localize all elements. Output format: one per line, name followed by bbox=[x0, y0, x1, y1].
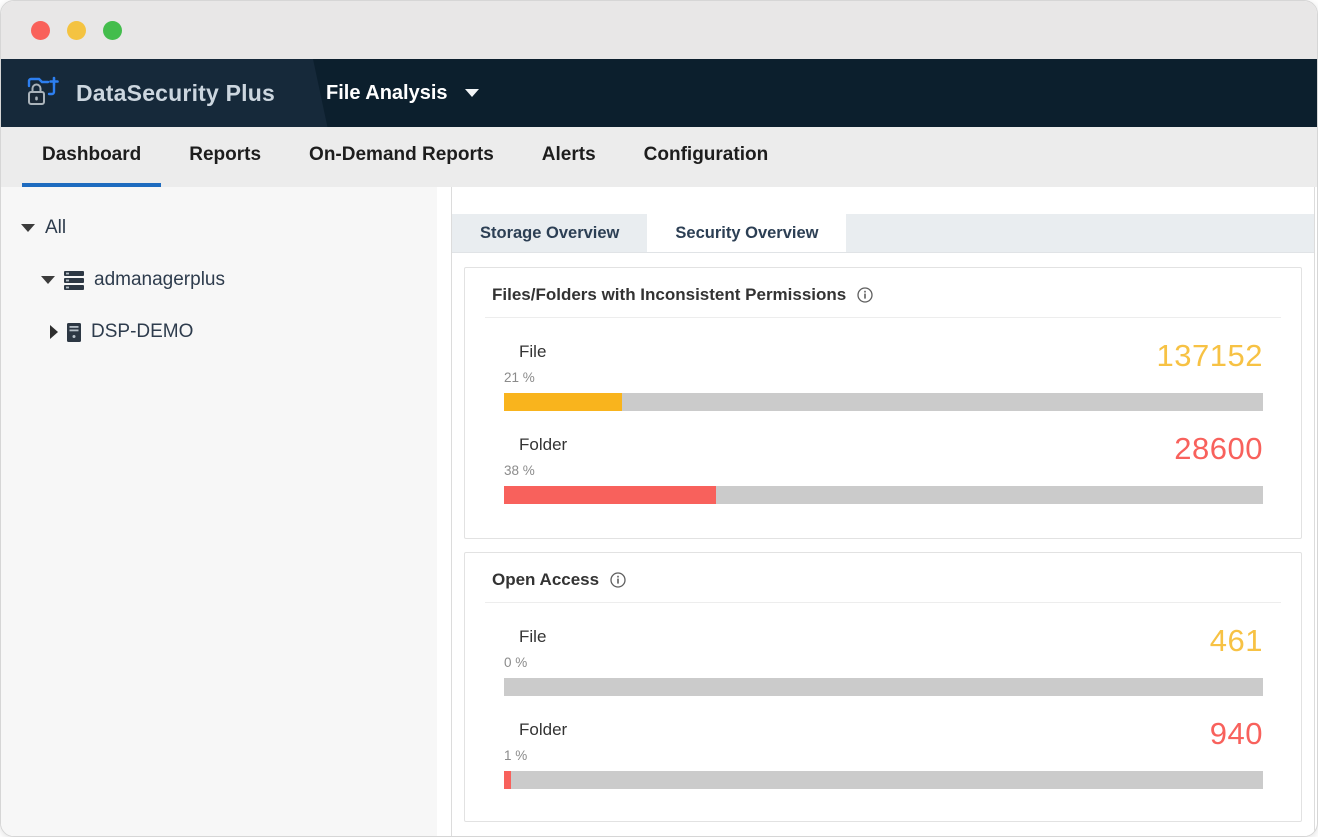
metric-label: Folder bbox=[519, 435, 568, 454]
content-area: All admanagerplus bbox=[1, 187, 1317, 836]
tree-item-label: admanagerplus bbox=[94, 269, 225, 290]
tree-item-dsp-demo[interactable]: DSP-DEMO bbox=[1, 321, 437, 343]
info-icon[interactable] bbox=[857, 287, 873, 303]
progress-bar-track bbox=[504, 393, 1263, 411]
info-icon[interactable] bbox=[610, 572, 626, 588]
card-open-access: Open Access bbox=[464, 552, 1302, 822]
progress-bar-fill bbox=[504, 393, 622, 411]
divider bbox=[485, 317, 1281, 318]
metric-row-file: File 0 % 461 bbox=[504, 603, 1263, 696]
metric-value: 461 bbox=[1209, 623, 1263, 658]
folder-lock-plus-icon bbox=[23, 72, 63, 115]
metric-label: Folder bbox=[519, 720, 568, 739]
metric-percent: 1 % bbox=[504, 748, 528, 763]
card-title: Files/Folders with Inconsistent Permissi… bbox=[492, 285, 847, 304]
card-inconsistent-permissions: Files/Folders with Inconsistent Permissi… bbox=[464, 267, 1302, 539]
nav-item-alerts[interactable]: Alerts bbox=[541, 144, 596, 165]
tree-item-admanagerplus[interactable]: admanagerplus bbox=[1, 269, 437, 291]
close-window-button[interactable] bbox=[31, 20, 50, 40]
metric-row-folder: Folder 38 % 28600 bbox=[504, 411, 1263, 504]
nav-item-dashboard[interactable]: Dashboard bbox=[22, 127, 162, 187]
window-titlebar bbox=[1, 1, 1317, 59]
metric-row-folder: Folder 1 % 940 bbox=[504, 696, 1263, 789]
tree-item-all[interactable]: All bbox=[1, 217, 437, 239]
card-title: Open Access bbox=[492, 570, 600, 589]
progress-bar-track bbox=[504, 486, 1263, 504]
divider bbox=[485, 602, 1281, 603]
expand-caret-icon[interactable] bbox=[41, 276, 55, 284]
expand-caret-icon[interactable] bbox=[21, 224, 35, 232]
tree-item-label: DSP-DEMO bbox=[91, 321, 194, 342]
brand: DataSecurity Plus bbox=[23, 59, 275, 127]
card-list: Files/Folders with Inconsistent Permissi… bbox=[452, 267, 1314, 822]
app-name: DataSecurity Plus bbox=[76, 79, 275, 106]
app-header: DataSecurity Plus File Analysis bbox=[1, 59, 1317, 127]
nav-item-reports[interactable]: Reports bbox=[189, 144, 262, 165]
metric-value: 28600 bbox=[1174, 431, 1263, 466]
sidebar-tree: All admanagerplus bbox=[1, 187, 437, 836]
tab-security-overview[interactable]: Security Overview bbox=[647, 214, 847, 252]
tree-item-label: All bbox=[45, 217, 67, 238]
collapsed-caret-icon[interactable] bbox=[50, 325, 58, 339]
metric-value: 940 bbox=[1209, 716, 1263, 751]
progress-bar-track bbox=[504, 678, 1263, 696]
server-icon bbox=[67, 322, 81, 342]
metric-percent: 21 % bbox=[504, 370, 535, 385]
module-selector[interactable]: File Analysis bbox=[326, 59, 479, 127]
minimize-window-button[interactable] bbox=[67, 20, 86, 40]
server-stack-icon bbox=[64, 270, 84, 290]
progress-bar-fill bbox=[504, 486, 716, 504]
metric-row-file: File 21 % 137152 bbox=[504, 318, 1263, 411]
chevron-down-icon bbox=[464, 89, 479, 97]
nav-item-configuration[interactable]: Configuration bbox=[643, 144, 769, 165]
overview-tabstrip: Storage Overview Security Overview bbox=[452, 214, 1314, 253]
progress-bar-track bbox=[504, 771, 1263, 789]
primary-nav: Dashboard Reports On-Demand Reports Aler… bbox=[1, 127, 1317, 187]
maximize-window-button[interactable] bbox=[103, 20, 122, 40]
nav-item-on-demand-reports[interactable]: On-Demand Reports bbox=[309, 144, 494, 165]
tab-storage-overview[interactable]: Storage Overview bbox=[480, 223, 620, 242]
metric-percent: 38 % bbox=[504, 463, 535, 478]
main-panel: Storage Overview Security Overview Files… bbox=[451, 187, 1315, 836]
metric-label: File bbox=[519, 627, 547, 646]
metric-value: 137152 bbox=[1156, 338, 1263, 373]
metric-label: File bbox=[519, 342, 547, 361]
progress-bar-fill bbox=[504, 771, 511, 789]
metric-percent: 0 % bbox=[504, 655, 528, 670]
module-name: File Analysis bbox=[326, 81, 448, 104]
